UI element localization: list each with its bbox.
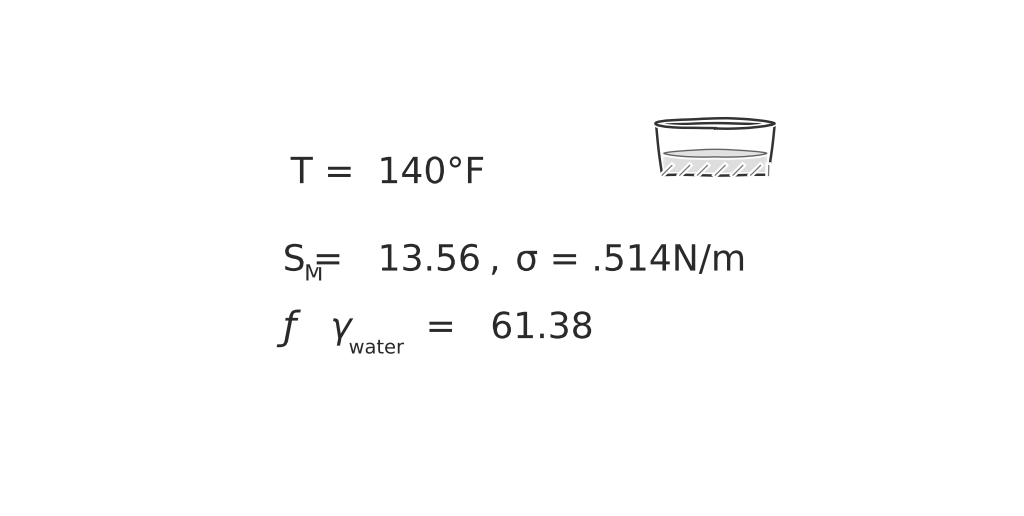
Text: ƒ: ƒ <box>283 309 296 347</box>
Text: ,: , <box>489 244 501 278</box>
Text: =   13.56: = 13.56 <box>313 244 481 278</box>
Ellipse shape <box>664 150 767 157</box>
Text: σ = .514N/m: σ = .514N/m <box>515 244 746 278</box>
Text: water: water <box>348 338 404 358</box>
Text: =   61.38: = 61.38 <box>426 311 594 345</box>
Text: S: S <box>283 244 305 278</box>
Text: T =  140°F: T = 140°F <box>291 156 485 190</box>
Polygon shape <box>663 153 768 175</box>
Text: M: M <box>304 265 324 284</box>
Text: γ: γ <box>331 311 351 345</box>
